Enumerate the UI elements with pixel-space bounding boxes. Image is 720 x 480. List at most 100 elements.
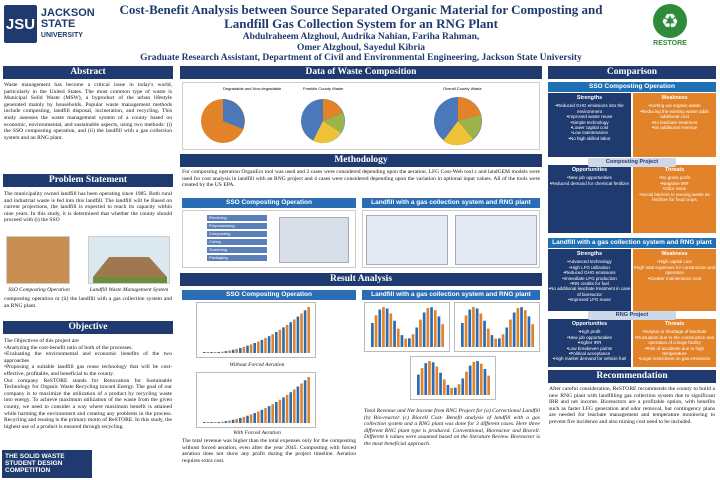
swot-rng: Strengths •Advanced technology •High LFG …	[548, 249, 716, 367]
recycle-bin-icon: ♻	[653, 4, 687, 38]
chart-bar	[490, 335, 494, 347]
chart-bar	[271, 404, 274, 423]
logo-sub: UNIVERSITY	[40, 31, 83, 39]
chart-bar	[400, 335, 404, 347]
chart-bar	[483, 320, 486, 347]
flow-step: Receiving	[207, 215, 267, 221]
swot-weakness: Weakness •High capital cost •High total e…	[633, 249, 716, 311]
chart-bar	[206, 422, 210, 423]
chart-bar	[231, 419, 235, 423]
logo-name: JACKSON STATE	[40, 6, 95, 30]
chart-bar	[446, 384, 450, 395]
landgem-screenshot	[366, 215, 448, 265]
chart-bar	[303, 310, 307, 353]
chart-bar	[415, 327, 419, 347]
problem-text-2: composting operation or (ii) the landfil…	[4, 296, 172, 309]
chart-rng-b	[454, 302, 540, 352]
flow-step: Preprocessing	[207, 223, 267, 229]
chart-bar	[417, 374, 420, 395]
chart-bar	[239, 347, 242, 353]
sso-photo	[6, 236, 70, 284]
chart-bar	[289, 392, 292, 423]
chart-bar	[210, 422, 213, 423]
poster-title: Cost-Benefit Analysis between Source Sep…	[119, 2, 603, 31]
chart-bar	[404, 338, 407, 347]
chart-bar	[246, 345, 249, 353]
recommendation-text: After careful consideration, ReSTORE rec…	[549, 386, 715, 425]
chart-bar	[393, 320, 396, 347]
chart-bar	[239, 417, 242, 423]
chart-bar	[505, 327, 509, 347]
tool-screenshot	[279, 217, 349, 263]
swot-opportunities: Opportunities •New job opportunities •Red…	[548, 165, 631, 233]
objective-text: The Objectives of this project are •Anal…	[4, 338, 172, 430]
abstract-text: Waste management has become a critical i…	[4, 82, 172, 141]
chart-bar	[476, 361, 479, 395]
chart-bar	[475, 308, 479, 347]
chart-bar	[468, 365, 472, 395]
chart-bar	[483, 368, 487, 395]
chart-bar	[419, 319, 422, 347]
chart-bar	[527, 316, 531, 347]
chart-bar	[464, 315, 468, 347]
chart-bar	[303, 380, 307, 423]
results-heading: Result Analysis	[180, 273, 542, 286]
composting-project-label: Composting Project	[588, 158, 676, 167]
swot-threats: Threats •Surplus or shortage of leachate …	[633, 319, 716, 367]
method-sso-subheading: SSO Composting Operation	[182, 198, 356, 208]
swot-threats: Threats •No gross profit •Negative IRR •O…	[633, 165, 716, 233]
chart-bar	[228, 350, 231, 353]
chart-bar	[203, 422, 206, 423]
results-landfill-subheading: Landfill with a gas collection system an…	[362, 290, 540, 300]
chart-bar	[235, 348, 238, 353]
chart-bar	[439, 372, 442, 395]
chart-bar	[486, 328, 490, 347]
chart-bar	[479, 313, 483, 347]
chart-bar	[516, 307, 520, 347]
chart-bar	[282, 397, 285, 423]
chart-bar	[242, 416, 246, 423]
chart-bar	[278, 329, 282, 353]
poster-header: JSU JACKSON STATE UNIVERSITY Cost-Benefi…	[0, 0, 720, 63]
chart-bar	[264, 338, 267, 353]
chart-bar	[382, 307, 385, 347]
chart-bar	[289, 322, 292, 353]
abstract-heading: Abstract	[3, 66, 173, 79]
chart-bar	[461, 378, 465, 395]
jsu-logo: JSU JACKSON STATE UNIVERSITY	[4, 4, 116, 44]
chart-bar	[296, 316, 300, 353]
chart-bar	[278, 399, 282, 423]
chart-bar	[224, 351, 228, 353]
chart-bar	[260, 339, 264, 353]
chart-bar	[523, 310, 527, 347]
chart-bar	[389, 313, 393, 347]
authors: Abdulraheem Alzghoul, Audrika Nahian, Fa…	[140, 32, 582, 63]
chart-bar	[441, 324, 444, 347]
chart-bar	[213, 422, 217, 423]
chart-bar	[465, 371, 468, 395]
flow-step: Packaging	[207, 255, 267, 261]
chart-bar	[257, 411, 260, 423]
chart-bar	[271, 334, 274, 353]
chart-bar	[228, 420, 231, 423]
chart-bar	[420, 368, 424, 395]
chart-bar	[246, 415, 249, 423]
sso-caption: SSO Composting Operation	[8, 287, 70, 293]
chart-bar	[221, 351, 224, 353]
chart-bar	[371, 323, 374, 347]
chart-bar	[479, 363, 483, 395]
chart-bar	[450, 387, 453, 395]
chart-bar	[411, 334, 415, 347]
chart-bar	[501, 334, 505, 347]
data-heading: Data of Waste Composition	[180, 66, 542, 79]
chart-bar	[285, 324, 289, 353]
chart-bar	[428, 361, 431, 395]
chart-bar	[472, 361, 476, 395]
chart-bar	[454, 387, 457, 395]
chart-bar	[253, 342, 256, 353]
chart-bar	[431, 362, 435, 395]
chart-bar	[307, 377, 310, 423]
chart-bar	[424, 363, 428, 395]
chart-bar	[435, 366, 439, 395]
caption-with-aeration: With Forced Aeration	[233, 430, 281, 436]
